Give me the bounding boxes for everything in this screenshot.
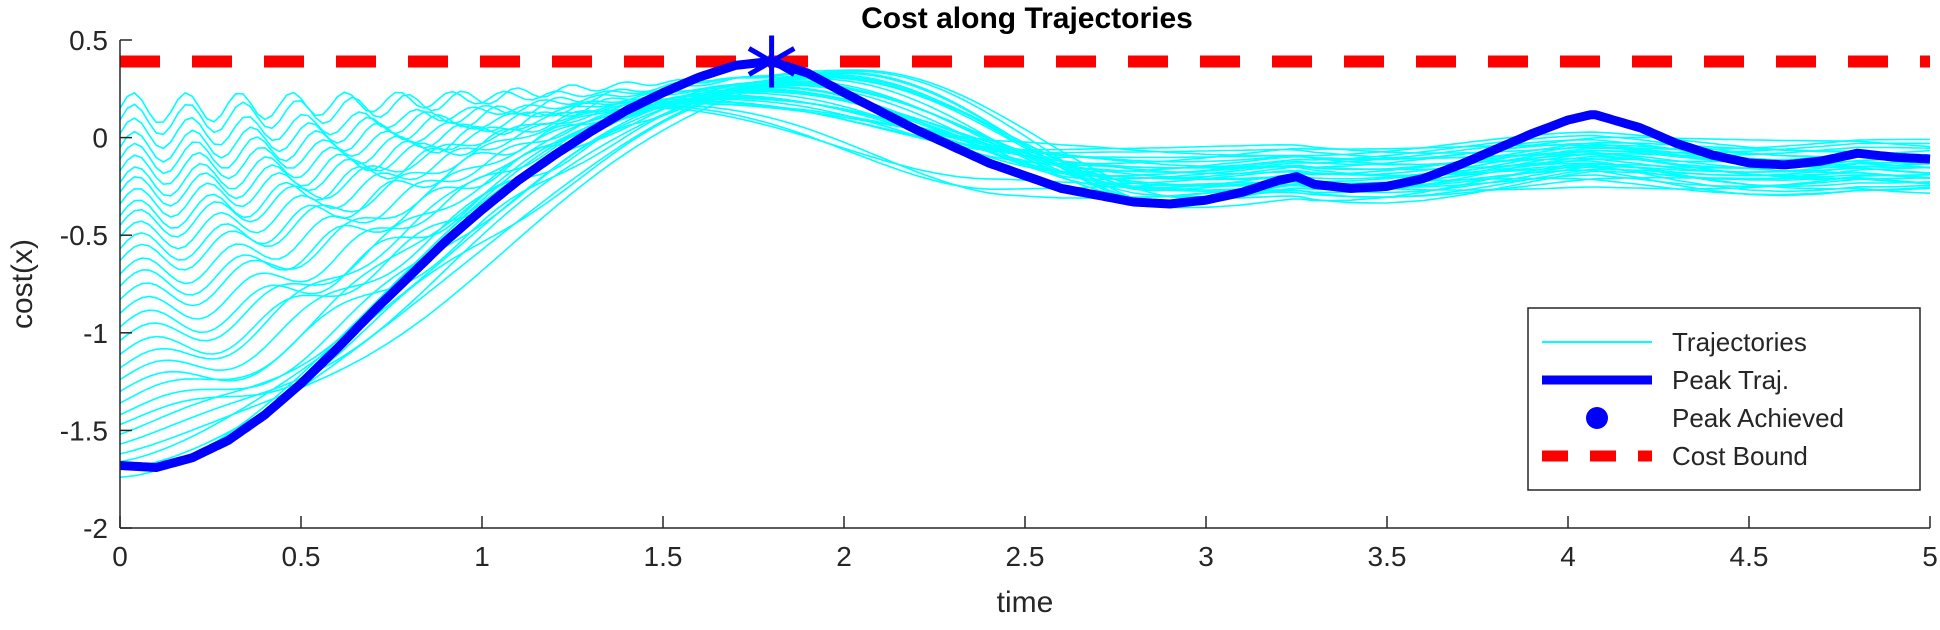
x-axis-label: time [997, 586, 1054, 619]
y-axis-label: cost(x) [6, 239, 39, 329]
y-tick-label: 0.5 [69, 25, 108, 56]
chart-title: Cost along Trajectories [861, 2, 1193, 35]
y-tick-label: -0.5 [60, 220, 108, 251]
x-tick-label: 1 [474, 541, 490, 572]
trajectory-line [119, 73, 1931, 296]
trajectory-line [119, 101, 1931, 271]
axes-layer: 0 0.5 1 1.5 2 2.5 3 3.5 4 4.5 5 -2 -1.5 -1 -0.5 0 0.5 tim… [6, 2, 1938, 619]
x-tick-label: 3 [1198, 541, 1214, 572]
trajectory-line [119, 95, 1931, 342]
legend: Trajectories Peak Traj. Peak Achieved Cost … [1527, 307, 1921, 491]
y-tick-label: -1 [83, 318, 108, 349]
trajectory-line [119, 98, 1931, 307]
trajectory-line [119, 100, 1931, 155]
trajectory-line [119, 86, 1931, 177]
trajectory-line [119, 72, 1931, 203]
peak-achieved-marker [747, 35, 796, 88]
x-tick-label: 0 [112, 541, 128, 572]
x-tick-label: 2 [836, 541, 852, 572]
trajectory-line [119, 84, 1931, 320]
x-tick-label: 2.5 [1006, 541, 1045, 572]
legend-item-cost-bound-label: Cost Bound [1672, 441, 1808, 471]
peak-marker-stroke [747, 46, 796, 77]
x-tick-label: 1.5 [644, 541, 683, 572]
x-tick-label: 4.5 [1730, 541, 1769, 572]
legend-item-peak-achieved-label: Peak Achieved [1672, 403, 1844, 433]
trajectories-layer [119, 69, 1931, 478]
y-tick-label: -2 [83, 513, 108, 544]
peak-traj-line [119, 57, 1931, 472]
trajectory-line [119, 76, 1931, 261]
trajectory-line [119, 89, 1931, 176]
trajectory-line [119, 75, 1931, 194]
x-tick-label: 0.5 [282, 541, 321, 572]
trajectory-line [119, 97, 1930, 186]
x-tick-label: 4 [1560, 541, 1576, 572]
legend-item-peak-achieved-swatch [1586, 407, 1608, 429]
y-tick-label: -1.5 [60, 415, 108, 446]
y-tick-label: 0 [92, 123, 108, 154]
x-tick-label: 5 [1922, 541, 1938, 572]
trajectory-line [119, 104, 1931, 238]
peak-traj-layer [119, 35, 1931, 472]
legend-item-trajectories-label: Trajectories [1672, 327, 1807, 357]
x-tick-label: 3.5 [1368, 541, 1407, 572]
legend-item-peak-traj-label: Peak Traj. [1672, 365, 1789, 395]
